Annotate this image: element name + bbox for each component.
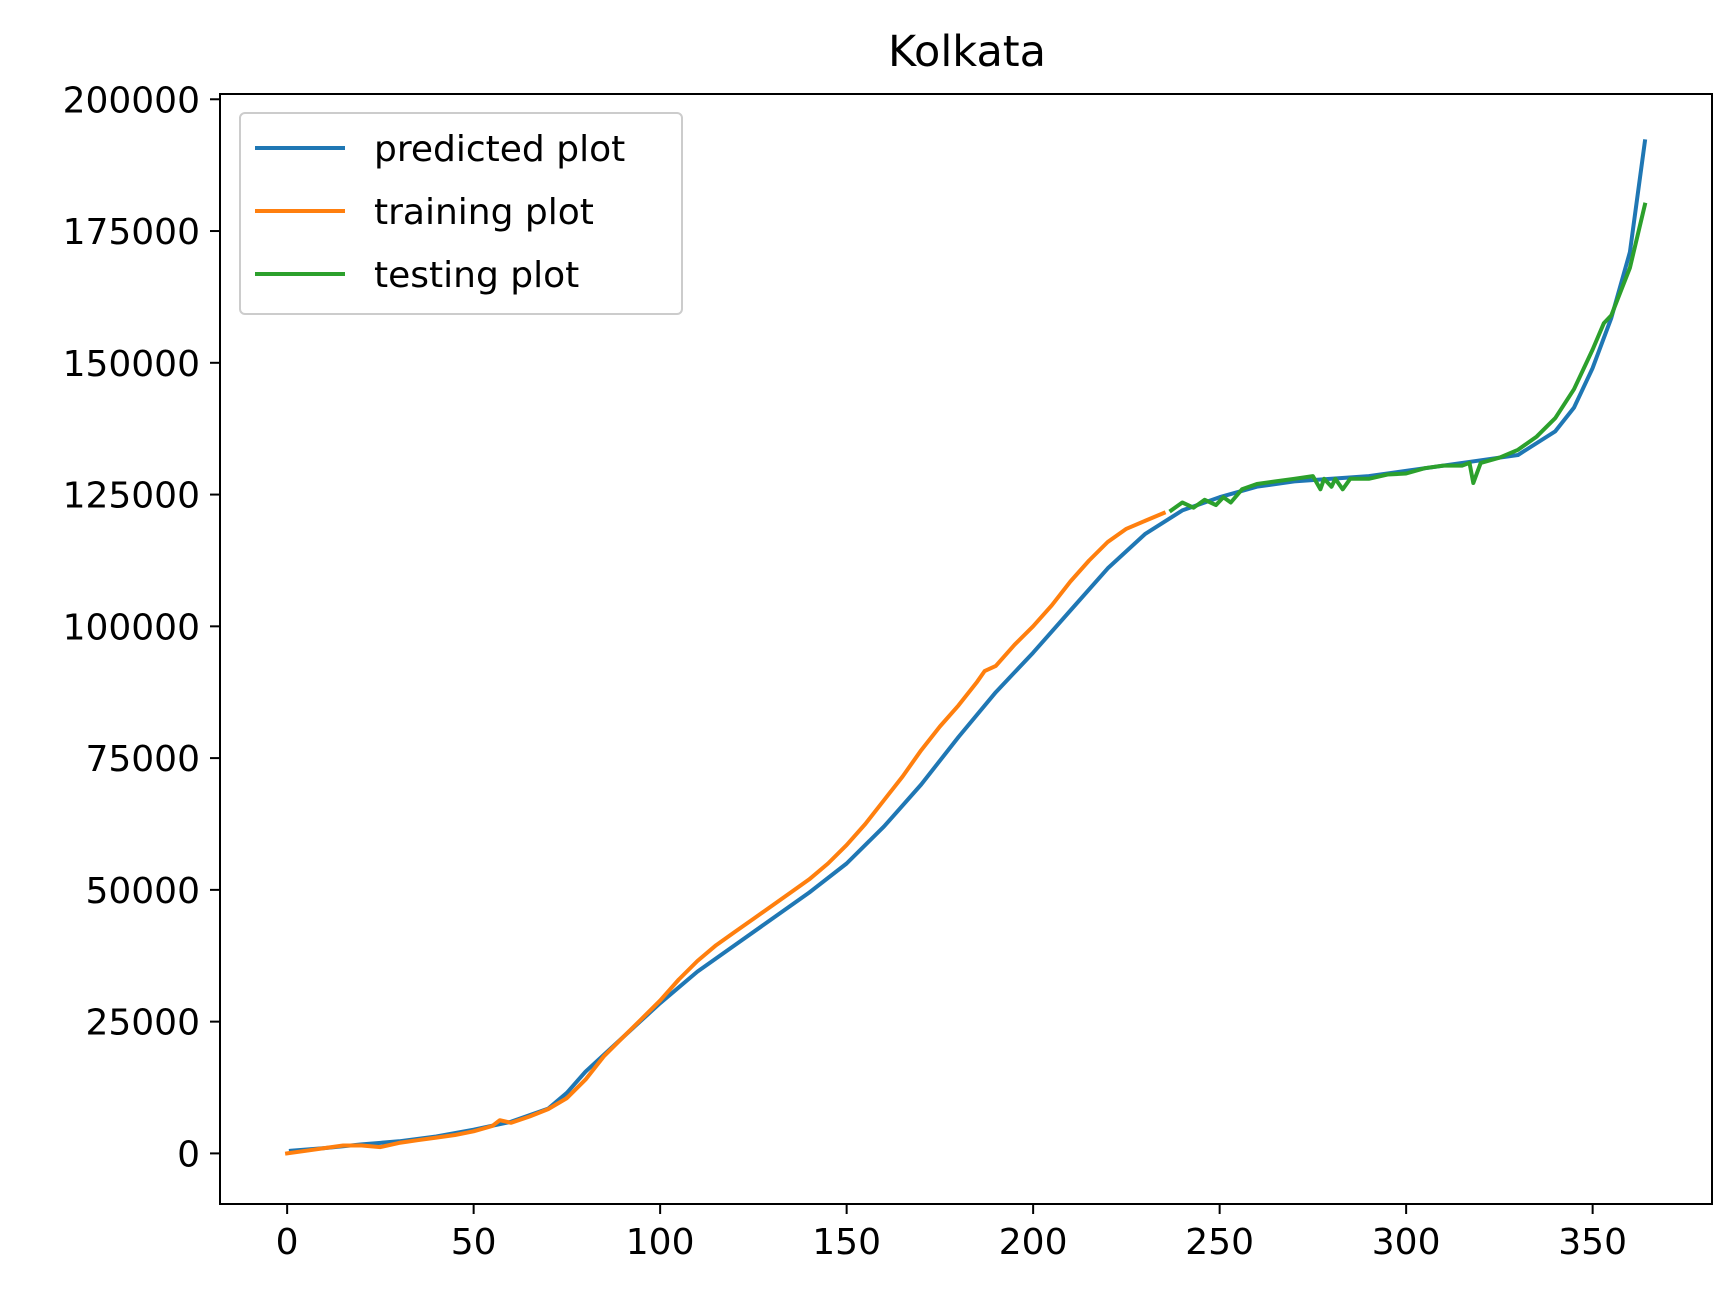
y-axis: 0 25000 50000 75000 100000 125000 150000 175000… [63,80,220,1175]
legend: predicted plot training plot testing plot [239,112,683,315]
x-axis: 0 50 100 150 200 250 300 350 [276,1204,1627,1263]
plot-frame [219,93,1713,1205]
x-tick-label: 150 [812,1222,881,1263]
y-tick-label: 200000 [63,80,200,121]
y-tick-label: 75000 [85,739,200,780]
series-line-3 [1168,202,1648,514]
y-tick-label: 125000 [63,476,200,517]
series-line-2 [284,510,1167,1156]
x-tick-label: 250 [1185,1222,1254,1263]
y-tick-label: 50000 [85,871,200,912]
plot-lines [284,139,1648,1156]
legend-label: training plot [374,192,594,233]
y-tick-label: 25000 [85,1003,200,1044]
x-tick-label: 100 [626,1222,695,1263]
legend-label: testing plot [374,255,579,296]
chart-title: Kolkata [888,27,1046,77]
y-tick-label: 175000 [63,212,200,253]
y-tick-label: 0 [177,1134,200,1175]
x-tick-label: 50 [451,1222,497,1263]
legend-box [239,112,683,315]
y-tick-label: 100000 [63,607,200,648]
legend-label: predicted plot [374,129,625,170]
x-tick-label: 350 [1558,1222,1627,1263]
y-tick-label: 150000 [63,344,200,385]
x-tick-label: 300 [1372,1222,1441,1263]
x-tick-label: 200 [999,1222,1068,1263]
x-tick-label: 0 [276,1222,299,1263]
